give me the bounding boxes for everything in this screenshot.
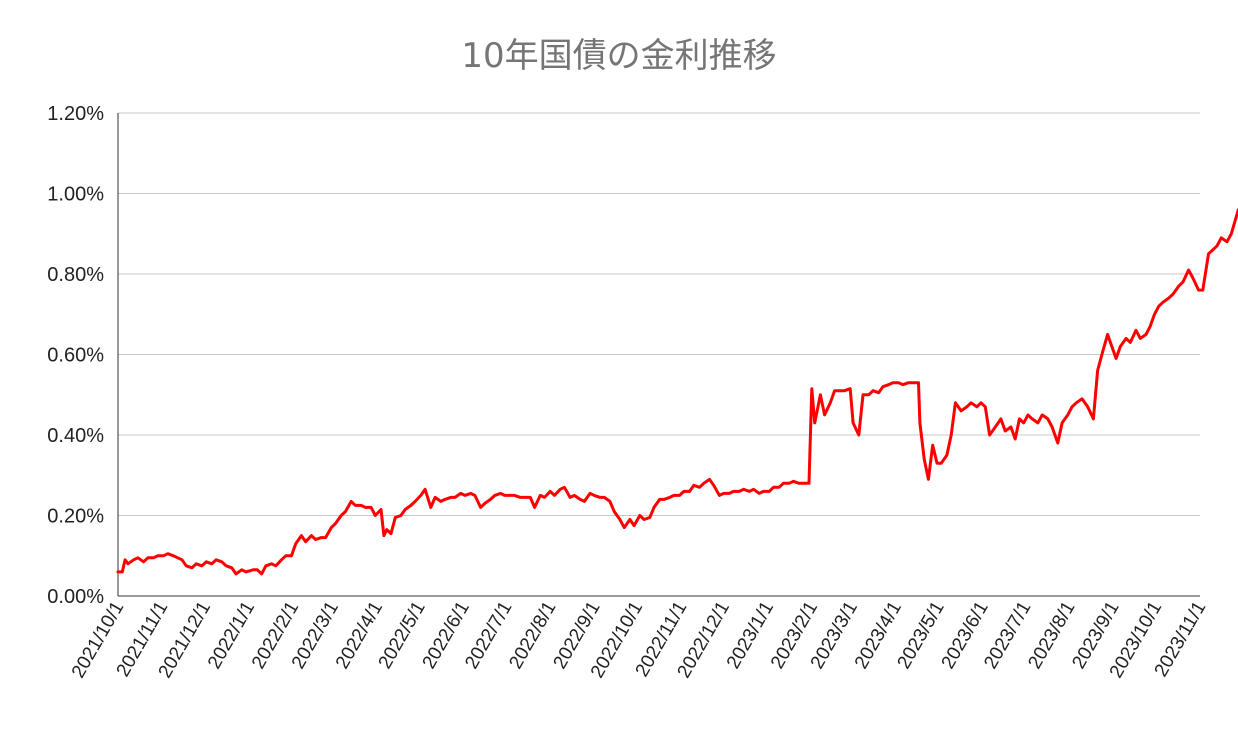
y-tick-label: 0.80% [47, 264, 104, 286]
y-tick-label: 0.00% [47, 586, 104, 608]
chart-title: 10年国債の金利推移 [461, 36, 777, 76]
y-tick-label: 1.20% [47, 103, 104, 125]
y-tick-label: 0.40% [47, 425, 104, 447]
series-line [116, 208, 1238, 576]
y-tick-label: 0.60% [47, 345, 104, 367]
y-tick-label: 0.20% [47, 506, 104, 528]
y-tick-label: 1.00% [47, 184, 104, 206]
